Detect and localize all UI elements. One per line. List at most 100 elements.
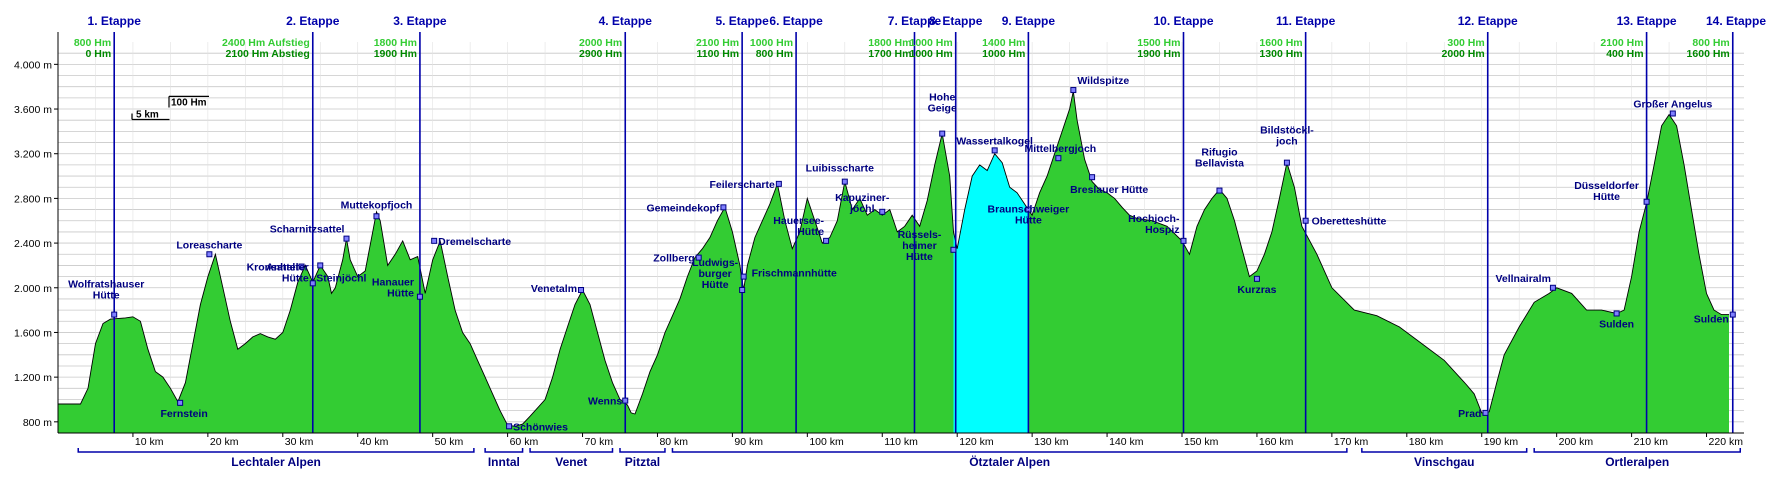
- stage-descent-12: 2000 Hm: [1442, 48, 1485, 60]
- x-tick-label: 140 km: [1109, 436, 1144, 448]
- waypoint-marker: [1669, 110, 1676, 117]
- waypoint-label: Hütte: [702, 279, 729, 291]
- waypoint-marker: [1070, 87, 1077, 94]
- waypoint-marker: [740, 273, 747, 280]
- x-tick-label: 20 km: [210, 436, 239, 448]
- region-label-2: Inntal: [488, 455, 520, 469]
- waypoint-marker: [1216, 187, 1223, 194]
- y-tick-label: 4.000 m: [14, 59, 52, 71]
- x-tick-label: 100 km: [809, 436, 844, 448]
- waypoint-label: Hospiz: [1145, 224, 1179, 236]
- region-brackets: Lechtaler Alpen Inntal Venet Pitztal Ötztale…: [77, 448, 1741, 469]
- waypoint-label: Hütte: [93, 290, 120, 302]
- stage-label-13: 13. Etappe: [1617, 14, 1677, 28]
- x-tick-label: 70 km: [585, 436, 614, 448]
- stage-label-12: 12. Etappe: [1458, 14, 1518, 28]
- waypoint-marker: [695, 254, 702, 261]
- x-tick-label: 150 km: [1184, 436, 1219, 448]
- waypoint-label: Düsseldorfer: [1574, 180, 1639, 192]
- waypoint-marker: [309, 280, 316, 287]
- waypoint-label: Frischmannhütte: [752, 268, 837, 280]
- waypoint-label: Breslauer Hütte: [1070, 184, 1148, 196]
- waypoint-label: Loreascharte: [176, 239, 242, 251]
- waypoint-marker: [416, 293, 423, 300]
- waypoint-marker: [879, 208, 886, 215]
- x-tick-label: 40 km: [360, 436, 389, 448]
- waypoint-marker: [578, 287, 585, 294]
- waypoint-label: Wenns: [588, 396, 622, 408]
- y-tick-label: 1.600 m: [14, 327, 52, 339]
- waypoint-label: Venetalm: [531, 283, 577, 295]
- waypoint-marker: [739, 287, 746, 294]
- region-bracket-7: [1533, 448, 1741, 453]
- waypoint-marker: [111, 311, 118, 318]
- profile-fill-layer: [58, 91, 1729, 433]
- y-tick-label: 1.200 m: [14, 372, 52, 384]
- waypoint-markers: WolfratshauserHütteFernsteinLoreascharte…: [68, 75, 1736, 433]
- x-tick-label: 180 km: [1409, 436, 1444, 448]
- waypoint-label: Hütte: [797, 226, 824, 238]
- waypoint-label: Bellavista: [1195, 158, 1244, 170]
- waypoint-marker: [950, 246, 957, 253]
- x-tick-label: 210 km: [1634, 436, 1669, 448]
- highlight-section: [953, 153, 1029, 433]
- stage-label-2: 2. Etappe: [286, 14, 340, 28]
- stage-ascent-8: 1000 Hm: [909, 37, 952, 49]
- waypoint-label: Bildstöckl-: [1260, 125, 1314, 137]
- waypoint-marker: [1089, 174, 1096, 181]
- waypoint-marker: [1025, 206, 1032, 213]
- stage-ascent-3: 1800 Hm: [374, 37, 417, 49]
- x-tick-label: 50 km: [435, 436, 464, 448]
- stage-ascent-4: 2000 Hm: [579, 37, 622, 49]
- waypoint-label: Muttekopfjoch: [341, 199, 413, 211]
- waypoint-label: Hanauer: [372, 277, 414, 289]
- waypoint-label: Feilerscharte: [709, 179, 775, 191]
- region-bracket-1: [77, 448, 475, 453]
- waypoint-label: Hütte: [1593, 191, 1620, 203]
- stage-label-11: 11. Etappe: [1276, 14, 1336, 28]
- stage-label-10: 10. Etappe: [1153, 14, 1213, 28]
- waypoint-marker: [720, 204, 727, 211]
- stage-label-3: 3. Etappe: [393, 14, 447, 28]
- waypoint-label: Steinjöchl: [316, 272, 366, 284]
- waypoint-label: Vellnairalm: [1495, 273, 1550, 285]
- waypoint-marker: [1482, 409, 1489, 416]
- waypoint-marker: [177, 399, 184, 406]
- x-tick-label: 220 km: [1709, 436, 1744, 448]
- region-label-1: Lechtaler Alpen: [231, 455, 321, 469]
- y-tick-label: 2.800 m: [14, 193, 52, 205]
- y-tick-label: 800 m: [23, 417, 52, 429]
- waypoint-marker: [841, 178, 848, 185]
- stage-descent-10: 1900 Hm: [1137, 48, 1180, 60]
- stage-descent-3: 1900 Hm: [374, 48, 417, 60]
- waypoint-label: Gemeindekopf: [646, 202, 719, 214]
- waypoint-label: Kapuziner-: [835, 192, 890, 204]
- region-label-3: Venet: [555, 455, 587, 469]
- waypoint-label: joch: [1275, 136, 1298, 148]
- x-tick-label: 10 km: [135, 436, 164, 448]
- waypoint-marker: [206, 251, 213, 258]
- waypoint-marker: [823, 237, 830, 244]
- waypoint-marker: [622, 397, 629, 404]
- waypoint-label: Oberetteshütte: [1312, 216, 1387, 228]
- waypoint-label: Hohe: [929, 92, 955, 104]
- waypoint-marker: [343, 235, 350, 242]
- waypoint-marker: [1549, 284, 1556, 291]
- x-tick-label: 60 km: [510, 436, 539, 448]
- waypoint-label: Großer Angelus: [1633, 98, 1712, 110]
- scale-bar: 100 Hm 5 km: [131, 95, 209, 121]
- waypoint-label: Wildspitze: [1077, 75, 1129, 87]
- waypoint-label: Fernstein: [161, 408, 208, 420]
- waypoint-label: Wolfratshauser: [68, 279, 144, 291]
- x-tick-label: 190 km: [1484, 436, 1519, 448]
- stage-ascent-10: 1500 Hm: [1137, 37, 1180, 49]
- waypoint-label: Kurzras: [1237, 284, 1276, 296]
- scale-height-label: 100 Hm: [171, 97, 207, 108]
- stage-descent-6: 800 Hm: [756, 48, 793, 60]
- y-tick-label: 3.200 m: [14, 149, 52, 161]
- region-bracket-2: [484, 448, 524, 453]
- waypoint-label: burger: [699, 268, 732, 280]
- waypoint-label: Kronsattel: [247, 262, 299, 274]
- x-tick-label: 200 km: [1559, 436, 1594, 448]
